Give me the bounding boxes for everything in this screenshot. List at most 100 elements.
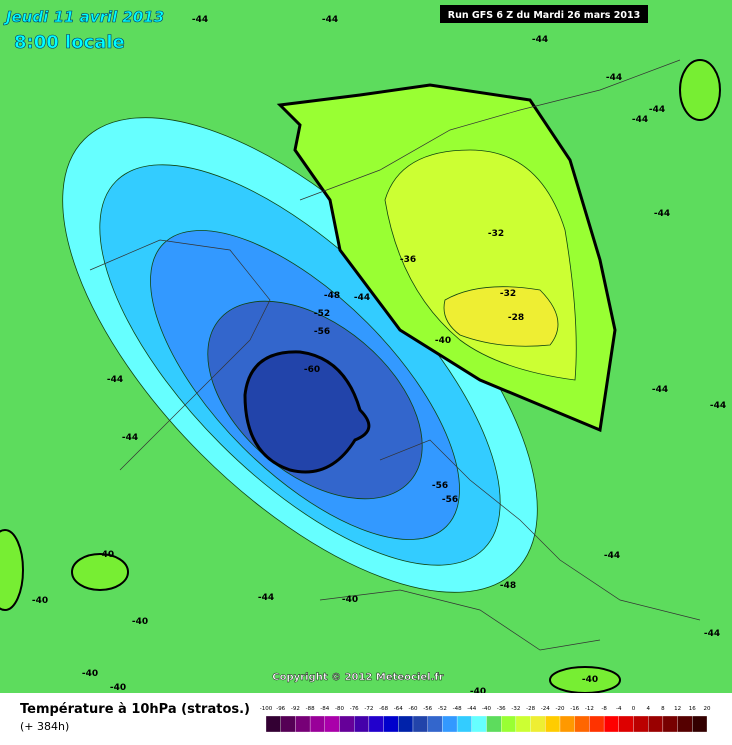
scale-label: -84: [320, 706, 329, 712]
contour-label: -56: [432, 481, 448, 491]
contour-label: -44: [632, 115, 648, 125]
scale-label: 16: [689, 706, 696, 712]
scale-label: -16: [570, 706, 579, 712]
contour-label: -44: [704, 629, 720, 639]
scale-label: 8: [661, 706, 665, 712]
contour-label: -40: [110, 683, 126, 693]
scale-label: -60: [409, 706, 418, 712]
scale-swatch: [515, 715, 531, 733]
contour-label: -36: [400, 255, 416, 265]
contour-label: -40: [342, 595, 358, 605]
contour-label: -52: [314, 309, 330, 319]
scale-label: -68: [379, 706, 388, 712]
contour-label: -56: [442, 495, 458, 505]
scale-swatch: [677, 715, 693, 733]
scale-swatch: [354, 715, 370, 733]
scale-label: -4: [616, 706, 622, 712]
run-info: Run GFS 6 Z du Mardi 26 mars 2013: [448, 10, 640, 21]
scale-swatch: [471, 715, 487, 733]
scale-swatch: [618, 715, 634, 733]
run-box: [440, 5, 648, 23]
contour-label: -32: [488, 229, 504, 239]
contour-label: -44: [258, 593, 274, 603]
footer-title: Température à 10hPa (stratos.): [20, 702, 250, 717]
contour-label: -60: [304, 365, 320, 375]
scale-swatch: [692, 715, 708, 733]
contour-label: -40: [582, 675, 598, 685]
scale-label: 0: [632, 706, 636, 712]
scale-label: -28: [526, 706, 535, 712]
scale-label: 12: [674, 706, 681, 712]
forecast-time: 8:00 locale: [14, 32, 125, 53]
contour-label: -44: [107, 375, 123, 385]
coastlines: [89, 59, 701, 651]
scale-swatch: [442, 715, 458, 733]
scale-swatch: [589, 715, 605, 733]
scale-swatch: [398, 715, 414, 733]
scale-swatch: [324, 715, 340, 733]
scale-swatch: [545, 715, 561, 733]
scale-swatch: [295, 715, 311, 733]
forecast-date: Jeudi 11 avril 2013: [3, 8, 164, 26]
scale-label: -64: [394, 706, 403, 712]
scale-swatch: [486, 715, 502, 733]
cold-vortex: [62, 117, 538, 593]
contour-label: -44: [322, 15, 338, 25]
scale-label: -92: [291, 706, 300, 712]
contour-label: -44: [606, 73, 622, 83]
scale-swatch: [368, 715, 384, 733]
scale-label: -48: [453, 706, 462, 712]
scale-swatch: [456, 715, 472, 733]
contour-label: -28: [508, 313, 524, 323]
scale-label: -44: [467, 706, 476, 712]
scale-label: -56: [423, 706, 432, 712]
scale-swatch: [574, 715, 590, 733]
scale-label: -100: [260, 706, 273, 712]
contour-label: -40: [82, 669, 98, 679]
contour-label: -44: [192, 15, 208, 25]
scale-swatch: [648, 715, 664, 733]
warm-high: [276, 83, 617, 433]
minor-lobes: [0, 59, 721, 694]
scale-swatch: [412, 715, 428, 733]
scale-label: -40: [482, 706, 491, 712]
scale-label: -20: [556, 706, 565, 712]
scale-swatch: [383, 715, 399, 733]
contour-label: -44: [654, 209, 670, 219]
contour-label: -44: [354, 293, 370, 303]
scale-swatch: [662, 715, 678, 733]
scale-label: -36: [497, 706, 506, 712]
contour-label: -44: [652, 385, 668, 395]
contour-label: -48: [324, 291, 340, 301]
scale-label: -88: [306, 706, 315, 712]
scale-label: 4: [646, 706, 650, 712]
contour-label: -44: [122, 433, 138, 443]
copyright: Copyright © 2012 Meteociel.fr: [272, 672, 443, 683]
scale-swatch: [339, 715, 355, 733]
scale-swatch: [530, 715, 546, 733]
scale-swatch: [559, 715, 575, 733]
contour-label: -44: [710, 401, 726, 411]
contour-label: -40: [132, 617, 148, 627]
contour-label: -40: [470, 687, 486, 697]
scale-label: -76: [350, 706, 359, 712]
contour-label: -32: [500, 289, 516, 299]
contour-label: -40: [435, 336, 451, 346]
scale-swatch: [309, 715, 325, 733]
scale-label: -24: [541, 706, 550, 712]
scale-label: -12: [585, 706, 594, 712]
scale-swatch: [633, 715, 649, 733]
contour-label: -40: [32, 596, 48, 606]
scale-label: -32: [511, 706, 520, 712]
scale-swatch: [265, 715, 281, 733]
contour-label: -40: [98, 550, 114, 560]
contour-label: -44: [604, 551, 620, 561]
footer-lead: (+ 384h): [20, 720, 69, 733]
scale-label: -52: [438, 706, 447, 712]
scale-swatch: [427, 715, 443, 733]
scale-label: -72: [364, 706, 373, 712]
scale-label: 20: [704, 706, 711, 712]
contour-label: -48: [500, 581, 516, 591]
scale-swatch: [280, 715, 296, 733]
